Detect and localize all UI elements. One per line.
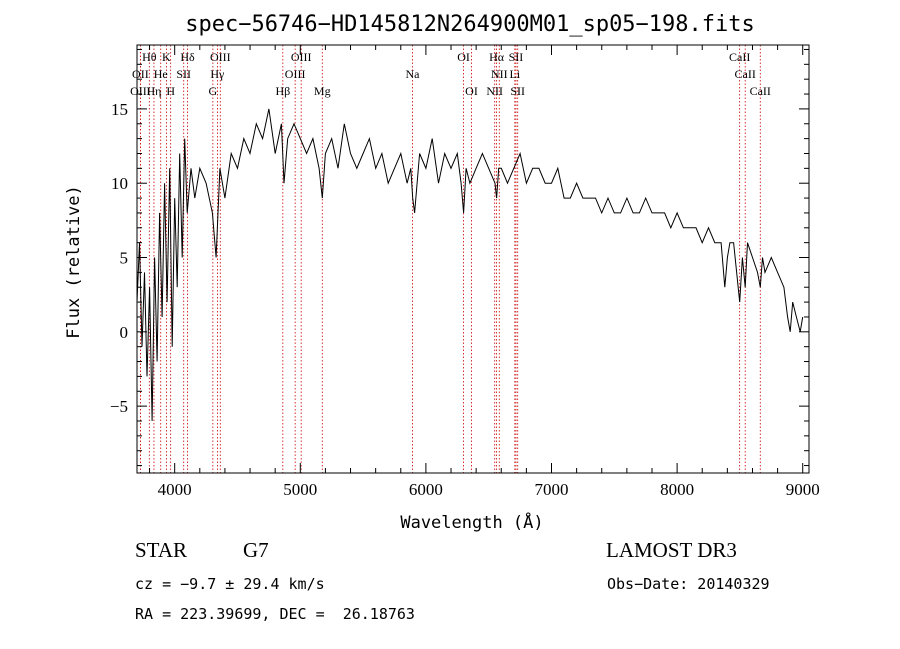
object-class: STAR — [135, 538, 187, 562]
coordinates-readout: RA = 223.39699, DEC = 26.18763 — [135, 605, 415, 623]
spectral-line-label: Mg — [314, 84, 331, 98]
spectral-line-label: G — [209, 84, 218, 98]
spectral-line-label: Hθ — [142, 50, 157, 64]
spectral-line-label: OIII — [210, 50, 231, 64]
spectral-line-label: Hα — [489, 50, 505, 64]
spectral-line-labels: Hθ K Hδ OIII OIII OI Hα SII CaII OII He SII Hγ OIII Na… — [130, 50, 771, 98]
spectral-line-label: OIII — [130, 84, 151, 98]
spectral-line-label: SII — [176, 67, 191, 81]
spectral-line-label: Hβ — [275, 84, 290, 98]
spectral-line-label: OII — [132, 67, 149, 81]
spectrum-line — [136, 108, 804, 422]
spectral-line-label: K — [162, 50, 171, 64]
redshift-readout: cz = −9.7 ± 29.4 km/s — [135, 575, 325, 593]
spectral-line-label: OIII — [291, 50, 312, 64]
y-tick-label: −5 — [110, 397, 128, 416]
spectral-line-label: He — [154, 67, 168, 81]
spectral-line-label: Hη — [146, 84, 161, 98]
y-tick-label: 5 — [120, 249, 129, 268]
spectral-line-label: Na — [405, 67, 420, 81]
spectral-line-label: NII — [491, 67, 508, 81]
spectral-line-label: CaII — [735, 67, 756, 81]
y-tick-label: 15 — [111, 100, 128, 119]
x-tick-label: 4000 — [158, 480, 192, 499]
spectral-line-label: H — [166, 84, 175, 98]
spectral-line-label: OI — [465, 84, 478, 98]
x-tick-label: 5000 — [283, 480, 317, 499]
spectral-line-label: SII — [509, 50, 524, 64]
axis-ticks: 4000 5000 6000 7000 8000 9000 −5 0 5 10 15 — [110, 45, 820, 499]
spectral-line-label: Hγ — [210, 67, 225, 81]
x-tick-label: 6000 — [409, 480, 443, 499]
spectral-line-label: OIII — [285, 67, 306, 81]
survey-name: LAMOST DR3 — [606, 538, 737, 562]
spectral-line-label: CaII — [750, 84, 771, 98]
spectral-line-markers — [139, 45, 761, 473]
plot-frame — [136, 44, 810, 474]
spectral-line-label: Hδ — [180, 50, 195, 64]
spectral-line-label: NII — [486, 84, 503, 98]
obs-date: Obs−Date: 20140329 — [607, 575, 770, 593]
x-tick-label: 7000 — [535, 480, 569, 499]
chart-title: spec−56746−HD145812N264900M01_sp05−198.f… — [185, 12, 755, 37]
x-tick-label: 8000 — [660, 480, 694, 499]
y-axis-label: Flux (relative) — [64, 185, 84, 339]
y-tick-label: 0 — [120, 323, 129, 342]
x-tick-label: 9000 — [786, 480, 820, 499]
y-tick-label: 10 — [111, 174, 128, 193]
spectral-line-label: CaII — [729, 50, 750, 64]
x-axis-label: Wavelength (Å) — [400, 511, 543, 533]
spectral-line-label: SII — [510, 84, 525, 98]
spectral-line-label: Li — [509, 67, 520, 81]
object-subclass: G7 — [243, 538, 269, 562]
spectral-line-label: OI — [457, 50, 470, 64]
